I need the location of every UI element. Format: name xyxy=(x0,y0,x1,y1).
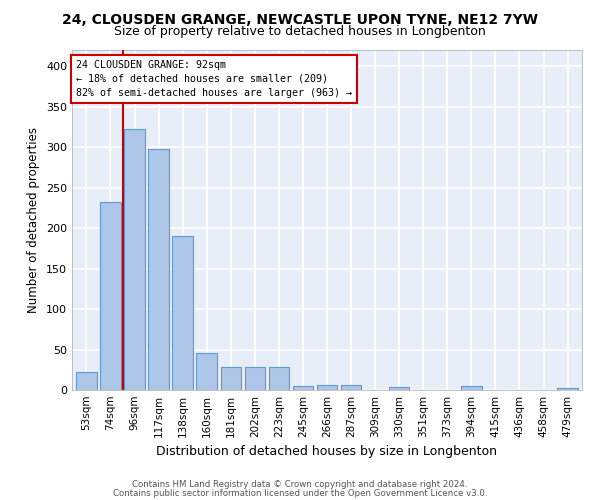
Bar xyxy=(317,385,337,390)
Bar xyxy=(389,387,409,390)
Bar xyxy=(269,366,289,390)
Bar xyxy=(461,386,482,390)
Bar xyxy=(293,386,313,390)
Bar xyxy=(557,388,578,390)
X-axis label: Distribution of detached houses by size in Longbenton: Distribution of detached houses by size … xyxy=(157,446,497,458)
Text: Size of property relative to detached houses in Longbenton: Size of property relative to detached ho… xyxy=(114,25,486,38)
Bar xyxy=(172,236,193,390)
Bar xyxy=(341,385,361,390)
Text: Contains public sector information licensed under the Open Government Licence v3: Contains public sector information licen… xyxy=(113,489,487,498)
Bar xyxy=(148,149,169,390)
Text: 24, CLOUSDEN GRANGE, NEWCASTLE UPON TYNE, NE12 7YW: 24, CLOUSDEN GRANGE, NEWCASTLE UPON TYNE… xyxy=(62,12,538,26)
Bar xyxy=(76,372,97,390)
Bar xyxy=(245,368,265,390)
Text: 24 CLOUSDEN GRANGE: 92sqm
← 18% of detached houses are smaller (209)
82% of semi: 24 CLOUSDEN GRANGE: 92sqm ← 18% of detac… xyxy=(76,60,352,98)
Text: Contains HM Land Registry data © Crown copyright and database right 2024.: Contains HM Land Registry data © Crown c… xyxy=(132,480,468,489)
Bar xyxy=(100,202,121,390)
Bar xyxy=(221,368,241,390)
Y-axis label: Number of detached properties: Number of detached properties xyxy=(28,127,40,313)
Bar xyxy=(124,128,145,390)
Bar xyxy=(196,353,217,390)
